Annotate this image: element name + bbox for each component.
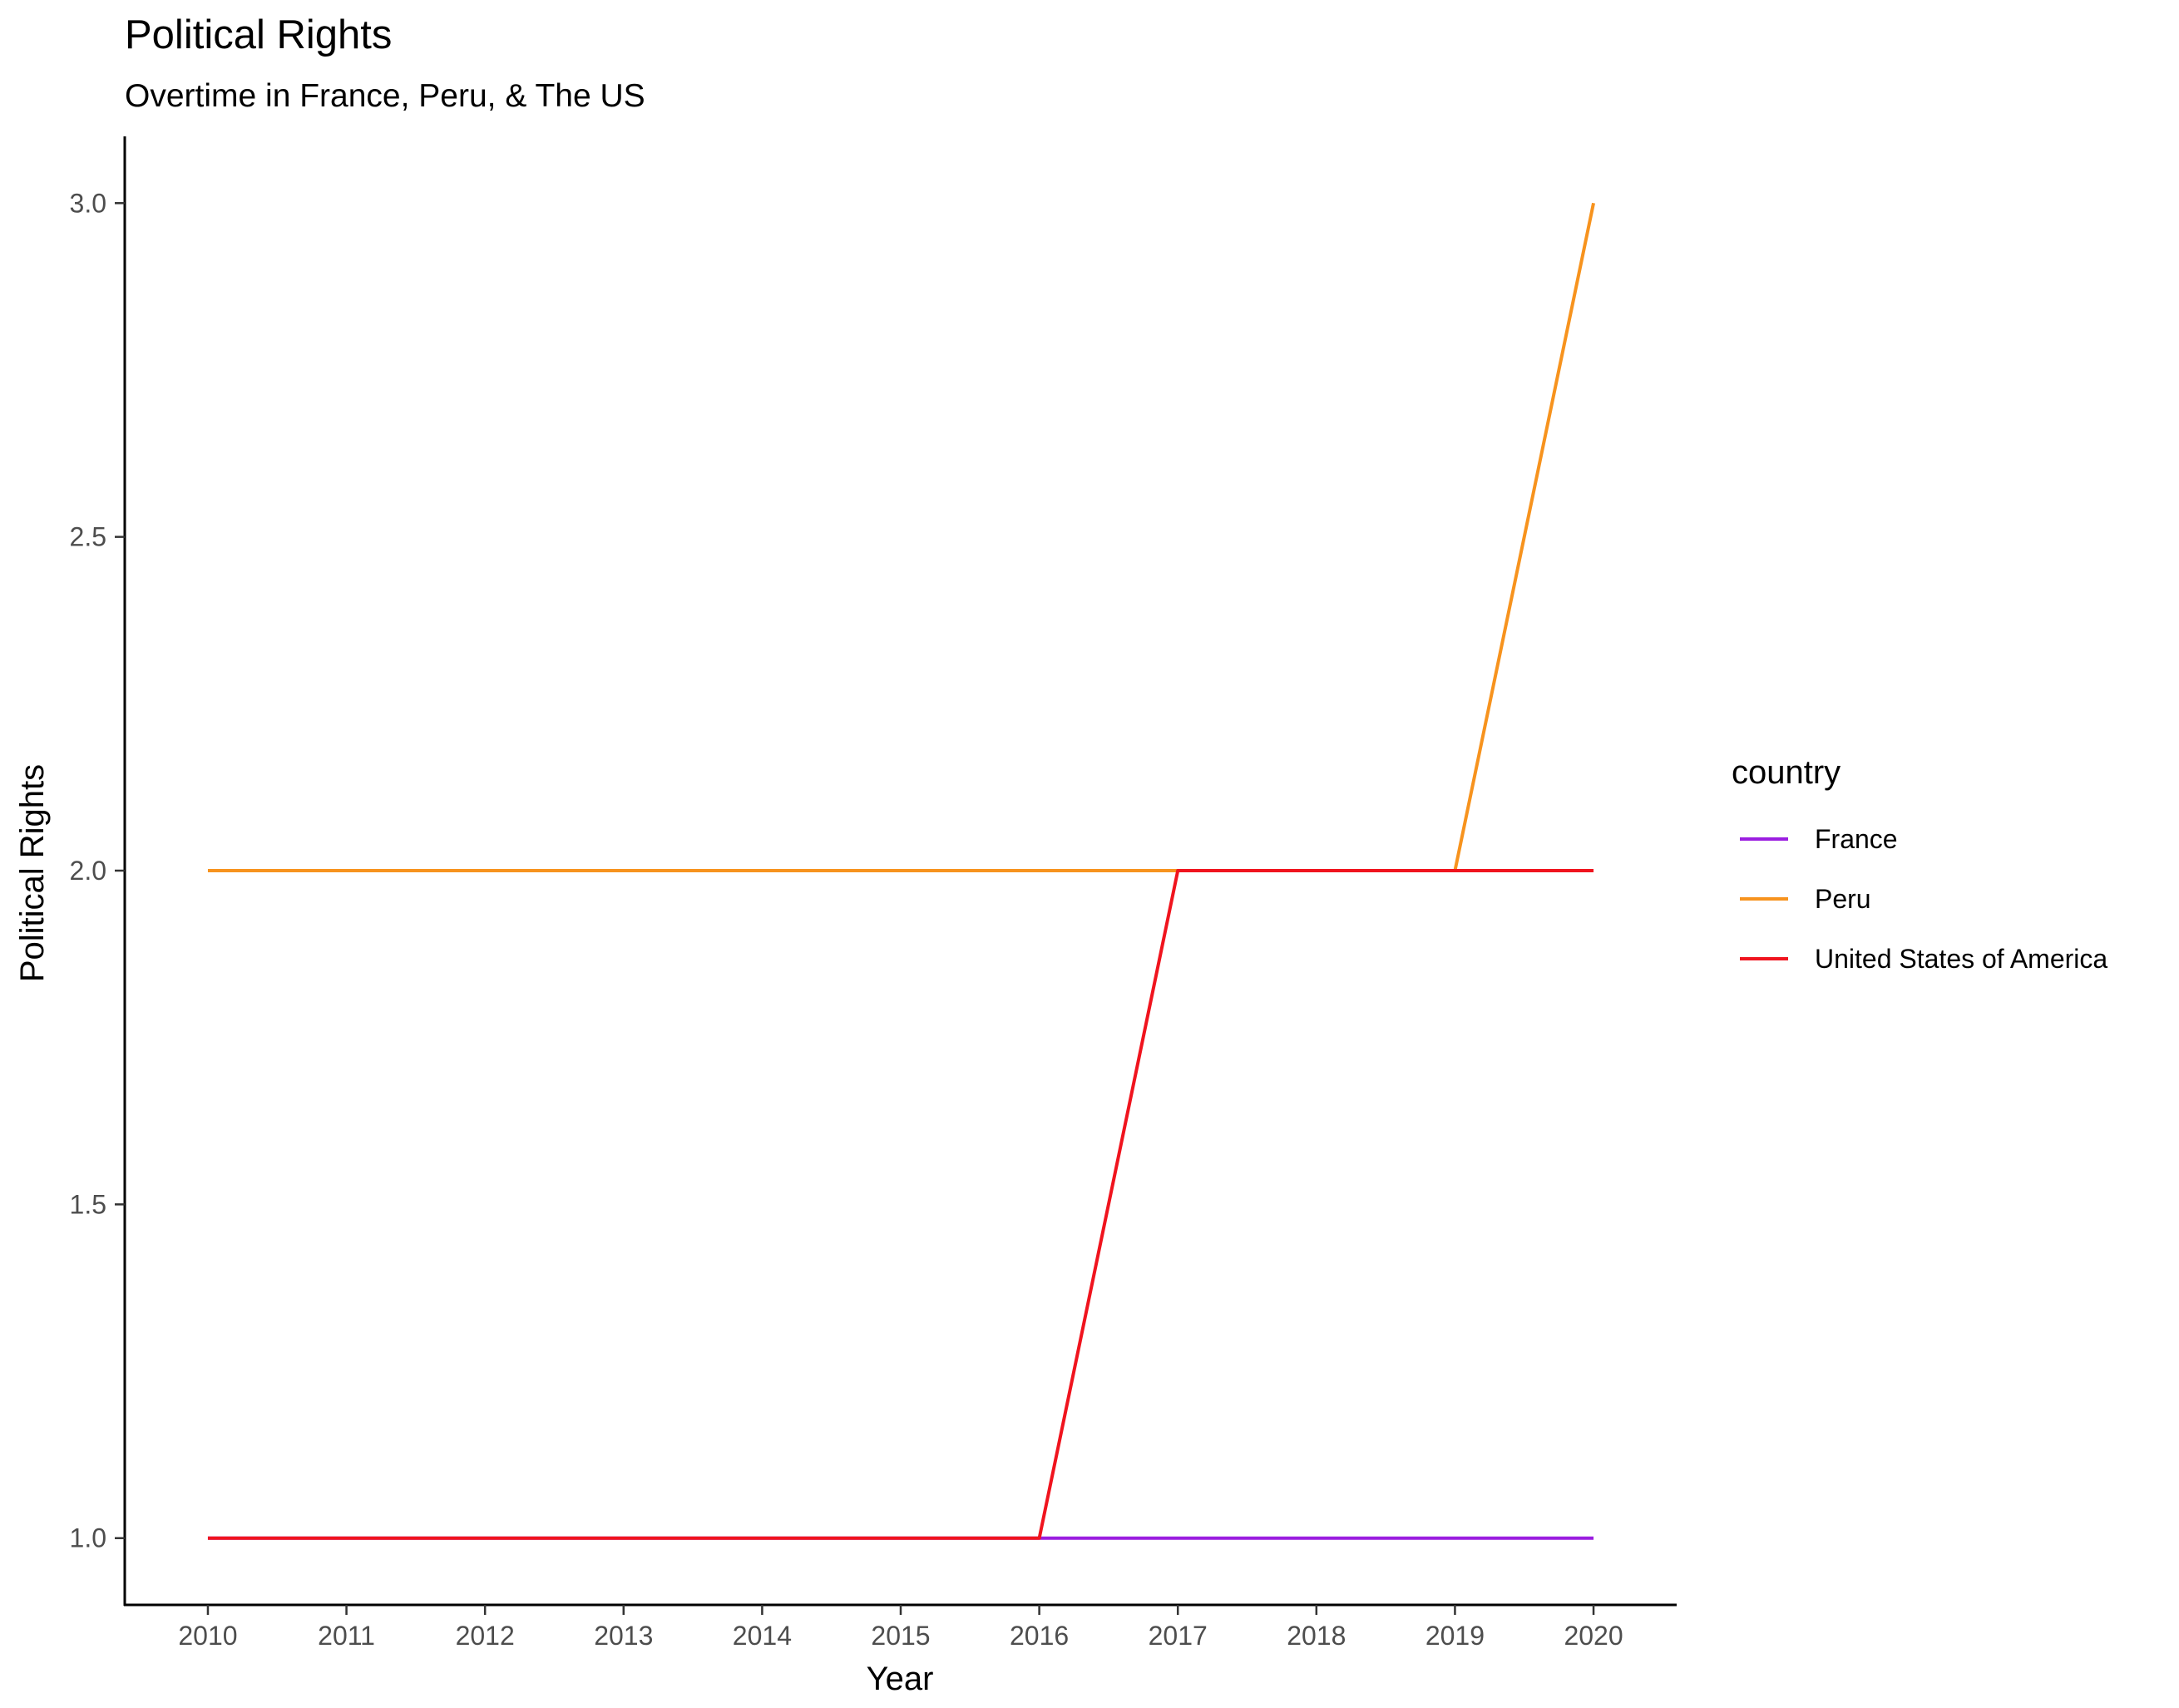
- y-tick-label: 2.5: [70, 522, 106, 552]
- chart-title: Political Rights: [125, 12, 392, 57]
- tick-labels: 2010 2011 2012 2013 2014 2015 2016 2017 2018 2019…: [70, 188, 1623, 1651]
- x-tick-label: 2018: [1287, 1621, 1346, 1651]
- series-line-united-states-of-america: [207, 869, 1594, 1540]
- x-tick-label: 2011: [318, 1621, 375, 1651]
- x-tick-label: 2019: [1425, 1621, 1485, 1651]
- x-tick-label: 2017: [1149, 1621, 1208, 1651]
- legend-title: country: [1732, 754, 1841, 791]
- legend-label-peru: Peru: [1815, 884, 1871, 914]
- y-tick-label: 3.0: [70, 188, 106, 218]
- x-tick-label: 2014: [733, 1621, 792, 1651]
- y-tick-label: 1.0: [70, 1523, 106, 1553]
- x-tick-label: 2016: [1010, 1621, 1069, 1651]
- x-tick-label: 2015: [871, 1621, 930, 1651]
- legend-label-united-states-of-america: United States of America: [1815, 944, 2107, 974]
- x-tick-label: 2013: [594, 1621, 653, 1651]
- legend: country France Peru United States of Ameri…: [1732, 754, 2107, 974]
- x-tick-label: 2020: [1564, 1621, 1623, 1651]
- axes: [115, 136, 1677, 1615]
- series-line-peru: [207, 202, 1595, 872]
- x-axis-title: Year: [867, 1661, 934, 1697]
- legend-label-france: France: [1815, 824, 1898, 854]
- chart-subtitle: Overtime in France, Peru, & The US: [125, 78, 645, 114]
- y-tick-label: 1.5: [70, 1189, 106, 1219]
- y-tick-label: 2.0: [70, 856, 106, 886]
- y-axis-title: Political Rights: [14, 764, 51, 982]
- legend-items: France Peru United States of America: [1740, 824, 2107, 974]
- x-tick-label: 2010: [178, 1621, 237, 1651]
- series-lines: [207, 202, 1595, 1540]
- x-tick-label: 2012: [456, 1621, 515, 1651]
